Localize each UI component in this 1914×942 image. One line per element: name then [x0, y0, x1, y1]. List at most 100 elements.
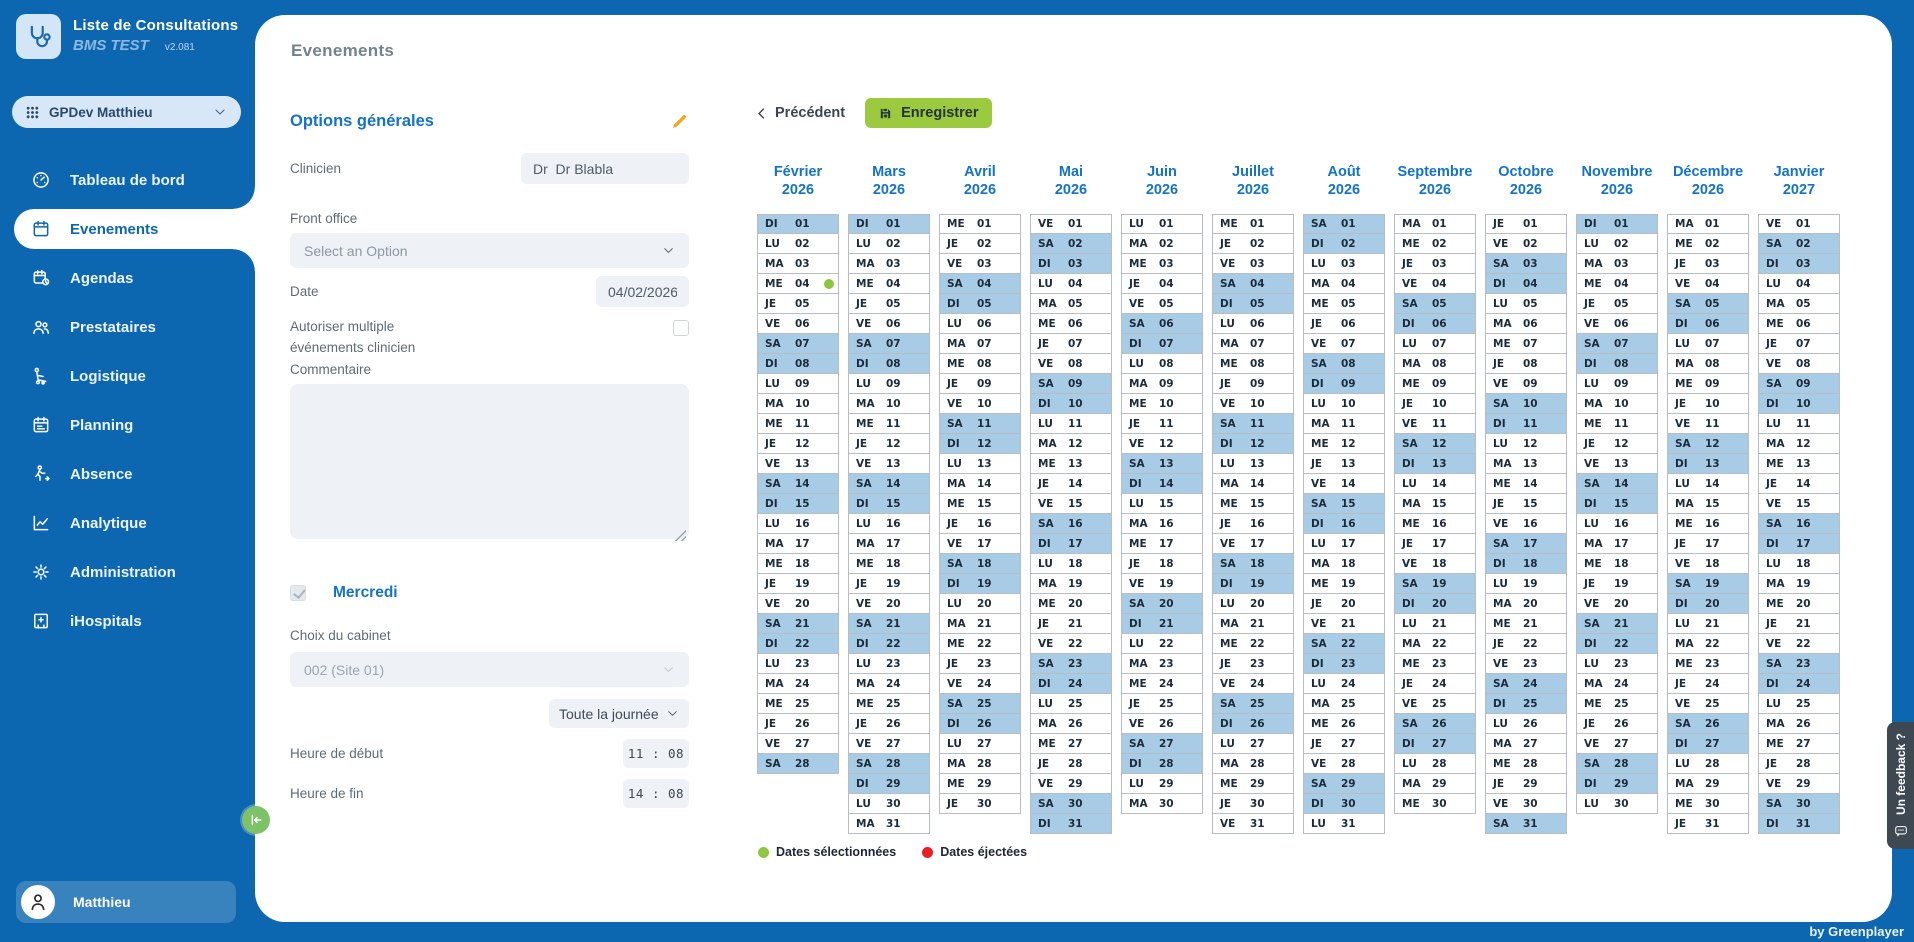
day-cell[interactable]: LU 21 — [1394, 614, 1476, 634]
day-cell[interactable]: DI 10 — [1030, 394, 1112, 414]
day-cell[interactable]: ME 29 — [939, 774, 1021, 794]
day-cell[interactable]: VE 13 — [848, 454, 930, 474]
day-cell[interactable]: VE 04 — [1394, 274, 1476, 294]
day-cell[interactable]: MA 21 — [939, 614, 1021, 634]
day-cell[interactable]: DI 31 — [1030, 814, 1112, 834]
day-cell[interactable]: VE 25 — [1667, 694, 1749, 714]
day-cell[interactable]: DI 20 — [1667, 594, 1749, 614]
day-cell[interactable]: SA 18 — [939, 554, 1021, 574]
day-cell[interactable]: ME 18 — [1576, 554, 1658, 574]
sidebar-item-absence[interactable]: Absence — [0, 454, 255, 494]
day-cell[interactable]: JE 22 — [1485, 634, 1567, 654]
day-cell[interactable]: ME 02 — [1667, 234, 1749, 254]
day-cell[interactable]: SA 27 — [1121, 734, 1203, 754]
day-cell[interactable]: MA 21 — [1212, 614, 1294, 634]
day-cell[interactable]: VE 29 — [1030, 774, 1112, 794]
day-cell[interactable]: ME 24 — [1121, 674, 1203, 694]
day-cell[interactable]: DI 17 — [1758, 534, 1840, 554]
day-cell[interactable]: VE 20 — [848, 594, 930, 614]
day-cell[interactable]: DI 09 — [1303, 374, 1385, 394]
day-cell[interactable]: LU 07 — [1667, 334, 1749, 354]
day-cell[interactable]: SA 16 — [1758, 514, 1840, 534]
sidebar-item-prestataires[interactable]: Prestataires — [0, 307, 255, 347]
day-cell[interactable]: LU 17 — [1303, 534, 1385, 554]
day-cell[interactable]: DI 23 — [1303, 654, 1385, 674]
day-cell[interactable]: ME 11 — [757, 414, 839, 434]
day-cell[interactable]: SA 21 — [1576, 614, 1658, 634]
day-cell[interactable]: ME 01 — [1212, 214, 1294, 234]
day-cell[interactable]: JE 27 — [1303, 734, 1385, 754]
day-cell[interactable]: SA 12 — [1394, 434, 1476, 454]
day-cell[interactable]: ME 15 — [939, 494, 1021, 514]
day-cell[interactable]: JE 13 — [1303, 454, 1385, 474]
day-cell[interactable]: VE 29 — [1758, 774, 1840, 794]
day-cell[interactable]: ME 20 — [1758, 594, 1840, 614]
day-cell[interactable]: JE 12 — [848, 434, 930, 454]
day-cell[interactable]: ME 12 — [1303, 434, 1385, 454]
day-cell[interactable]: ME 07 — [1485, 334, 1567, 354]
day-cell[interactable]: DI 04 — [1485, 274, 1567, 294]
day-cell[interactable]: DI 19 — [1212, 574, 1294, 594]
day-cell[interactable]: MA 03 — [848, 254, 930, 274]
day-cell[interactable]: SA 17 — [1485, 534, 1567, 554]
day-cell[interactable]: ME 16 — [1667, 514, 1749, 534]
day-cell[interactable]: JE 19 — [757, 574, 839, 594]
day-cell[interactable]: MA 10 — [848, 394, 930, 414]
day-cell[interactable]: MA 17 — [848, 534, 930, 554]
day-cell[interactable]: MA 14 — [939, 474, 1021, 494]
day-cell[interactable]: LU 03 — [1303, 254, 1385, 274]
day-cell[interactable]: SA 03 — [1485, 254, 1567, 274]
day-cell[interactable]: DI 10 — [1758, 394, 1840, 414]
day-cell[interactable]: VE 06 — [757, 314, 839, 334]
day-cell[interactable]: ME 14 — [1485, 474, 1567, 494]
day-cell[interactable]: VE 24 — [1212, 674, 1294, 694]
day-cell[interactable]: VE 07 — [1303, 334, 1385, 354]
day-cell[interactable]: DI 27 — [1667, 734, 1749, 754]
day-cell[interactable]: VE 04 — [1667, 274, 1749, 294]
day-cell[interactable]: VE 15 — [1758, 494, 1840, 514]
day-cell[interactable]: MA 05 — [1030, 294, 1112, 314]
day-cell[interactable]: JE 01 — [1485, 214, 1567, 234]
day-cell[interactable]: JE 20 — [1303, 594, 1385, 614]
day-cell[interactable]: DI 28 — [1121, 754, 1203, 774]
sidebar-item-evenements[interactable]: Evenements — [14, 187, 255, 271]
day-cell[interactable]: VE 05 — [1121, 294, 1203, 314]
day-cell[interactable]: JE 30 — [1212, 794, 1294, 814]
day-cell[interactable]: LU 13 — [1212, 454, 1294, 474]
comment-textarea[interactable] — [290, 384, 689, 539]
day-cell[interactable]: JE 24 — [1394, 674, 1476, 694]
day-cell[interactable]: VE 10 — [939, 394, 1021, 414]
day-cell[interactable]: VE 18 — [1667, 554, 1749, 574]
day-cell[interactable]: JE 12 — [1576, 434, 1658, 454]
day-cell[interactable]: ME 21 — [1485, 614, 1567, 634]
day-cell[interactable]: SA 07 — [1576, 334, 1658, 354]
day-cell[interactable]: MA 09 — [1121, 374, 1203, 394]
day-cell[interactable]: SA 04 — [1212, 274, 1294, 294]
day-cell[interactable]: SA 20 — [1121, 594, 1203, 614]
sidebar-item-logistique[interactable]: Logistique — [0, 356, 255, 396]
day-cell[interactable]: ME 30 — [1667, 794, 1749, 814]
day-cell[interactable]: VE 26 — [1121, 714, 1203, 734]
day-cell[interactable]: JE 07 — [1758, 334, 1840, 354]
day-cell[interactable]: DI 06 — [1394, 314, 1476, 334]
day-cell[interactable]: SA 21 — [757, 614, 839, 634]
day-cell[interactable]: SA 25 — [1212, 694, 1294, 714]
previous-button[interactable]: Précédent — [755, 105, 845, 121]
day-cell[interactable]: SA 09 — [1758, 374, 1840, 394]
day-cell[interactable]: SA 05 — [1667, 294, 1749, 314]
day-cell[interactable]: MA 24 — [848, 674, 930, 694]
day-cell[interactable]: DI 17 — [1030, 534, 1112, 554]
day-cell[interactable]: DI 01 — [757, 214, 839, 234]
day-cell[interactable]: JE 26 — [848, 714, 930, 734]
day-cell[interactable]: VE 15 — [1030, 494, 1112, 514]
sidebar-item-ihospitals[interactable]: iHospitals — [0, 601, 255, 641]
day-cell[interactable]: DI 08 — [757, 354, 839, 374]
day-cell[interactable]: JE 05 — [848, 294, 930, 314]
day-cell[interactable]: SA 02 — [1030, 234, 1112, 254]
day-cell[interactable]: LU 05 — [1485, 294, 1567, 314]
day-cell[interactable]: JE 18 — [1121, 554, 1203, 574]
day-cell[interactable]: LU 19 — [1485, 574, 1567, 594]
day-cell[interactable]: VE 13 — [757, 454, 839, 474]
day-cell[interactable]: VE 24 — [939, 674, 1021, 694]
day-cell[interactable]: JE 25 — [1121, 694, 1203, 714]
